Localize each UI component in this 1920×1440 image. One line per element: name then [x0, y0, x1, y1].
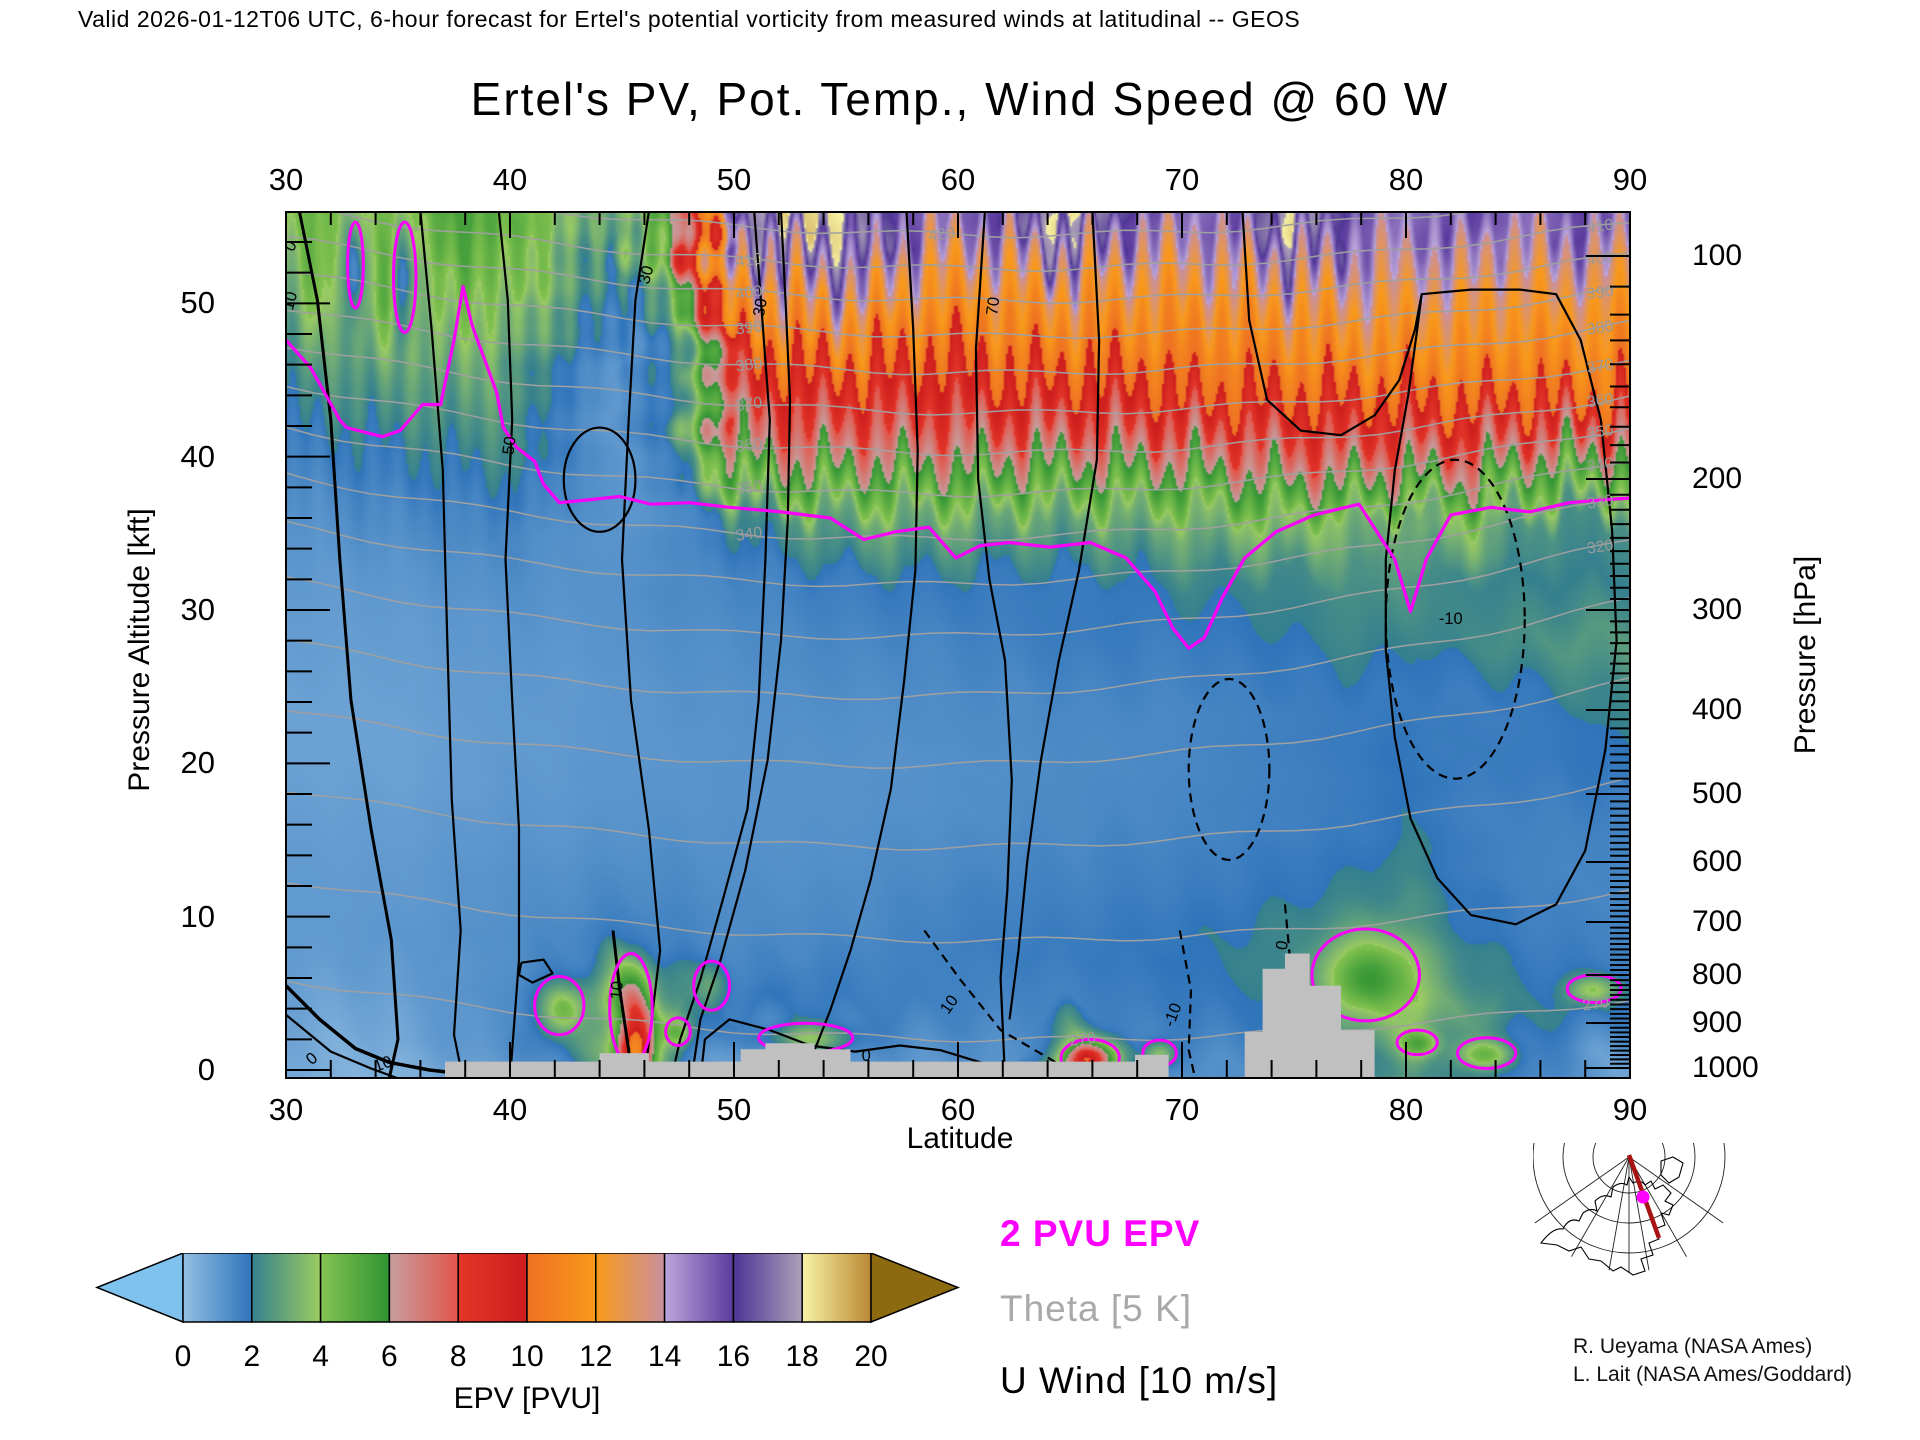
- wind-contour-label: -10: [1439, 610, 1463, 628]
- left-tick-label: 0: [197, 1052, 215, 1087]
- right-tick-label: 1000: [1692, 1051, 1759, 1084]
- wind-contour-label: 10: [371, 1053, 394, 1076]
- theta-contour-label: 320: [1586, 537, 1615, 558]
- wind-contour-label: -10: [1160, 1001, 1185, 1030]
- theta-contour-label: 400: [735, 283, 764, 304]
- x-tick-label-bottom: 70: [1164, 1092, 1200, 1127]
- wind-contour-label: 10: [937, 992, 962, 1017]
- left-axis-title: Pressure Altitude [kft]: [123, 508, 156, 792]
- x-tick-label-bottom: 40: [492, 1092, 528, 1127]
- wind-contour-label: 10: [607, 980, 627, 1000]
- epv-colorbar: [94, 1253, 961, 1324]
- x-tick-label-bottom: 60: [940, 1092, 976, 1127]
- x-tick-label-top: 30: [268, 162, 304, 197]
- colorbar-tick-label: 12: [579, 1340, 613, 1373]
- x-tick-label-top: 90: [1612, 162, 1648, 197]
- x-tick-label-bottom: 50: [716, 1092, 752, 1127]
- plot-title: Ertel's PV, Pot. Temp., Wind Speed @ 60 …: [470, 73, 1450, 125]
- left-tick-label: 10: [180, 898, 215, 934]
- legend-wind: U Wind [10 m/s]: [1000, 1360, 1279, 1401]
- colorbar-tick-label: 18: [785, 1340, 819, 1373]
- right-tick-label: 900: [1692, 1006, 1743, 1039]
- theta-contour-label: 410: [1586, 217, 1615, 238]
- right-tick-label: 300: [1692, 593, 1743, 626]
- theta-contour-label: 380: [1586, 318, 1615, 339]
- theta-contour-label: 410: [735, 251, 764, 272]
- x-tick-label-top: 40: [492, 162, 528, 197]
- wind-contour-label: 0: [1273, 939, 1292, 951]
- colorbar-title: EPV [PVU]: [453, 1382, 601, 1415]
- theta-contour-label: 330: [1586, 492, 1615, 513]
- theta-contour-label: 350: [1586, 422, 1615, 443]
- credit-line-2: L. Lait (NASA Ames/Goddard): [1573, 1363, 1852, 1386]
- credit-line-1: R. Ueyama (NASA Ames): [1573, 1335, 1813, 1358]
- theta-contour-label: 390: [735, 318, 764, 339]
- x-tick-label-top: 80: [1388, 162, 1424, 197]
- colorbar-tick-label: 20: [854, 1340, 888, 1373]
- right-tick-label: 100: [1692, 239, 1743, 272]
- right-tick-label: 500: [1692, 777, 1743, 810]
- colorbar-tick-label: 14: [647, 1340, 682, 1373]
- x-tick-label-top: 50: [716, 162, 752, 197]
- wind-contour-label: 0: [862, 1047, 871, 1065]
- wind-contour-label: 0: [281, 238, 301, 255]
- theta-contour-label: 340: [735, 524, 764, 545]
- theta-contour-label: 340: [1586, 455, 1615, 476]
- wind-contour-label: 10: [279, 290, 301, 312]
- theta-contour-label: 270: [1581, 994, 1610, 1015]
- x-tick-label-bottom: 90: [1612, 1092, 1648, 1127]
- right-tick-label: 200: [1692, 462, 1743, 495]
- x-tick-label-top: 60: [940, 162, 976, 197]
- right-tick-label: 400: [1692, 693, 1743, 726]
- theta-contour-label: 380: [735, 355, 764, 376]
- theta-contour-label: 360: [735, 435, 764, 456]
- valid-line: Valid 2026-01-12T06 UTC, 6-hour forecast…: [78, 6, 1301, 32]
- theta-contour-label: 270: [1068, 1029, 1097, 1050]
- theta-contour-label: 360: [1586, 391, 1615, 412]
- x-tick-label-top: 70: [1164, 162, 1200, 197]
- colorbar-tick-label: 0: [174, 1340, 192, 1373]
- theta-contour-label: 350: [735, 478, 764, 499]
- wind-contour-label: 50: [499, 435, 519, 456]
- x-axis-title: Latitude: [906, 1122, 1014, 1155]
- left-tick-label: 30: [180, 592, 215, 627]
- right-axis-title: Pressure [hPa]: [1789, 555, 1822, 755]
- colorbar-tick-label: 10: [510, 1340, 544, 1373]
- x-tick-label-bottom: 30: [268, 1092, 304, 1127]
- theta-contour-label: 400: [1586, 249, 1615, 270]
- theta-contour-label: 420: [927, 225, 956, 246]
- left-tick-label: 50: [180, 285, 215, 321]
- left-tick-label: 20: [180, 745, 215, 781]
- x-tick-label-bottom: 80: [1388, 1092, 1424, 1127]
- wind-contour-label: 30: [750, 297, 771, 318]
- colorbar-tick-label: 4: [312, 1340, 329, 1373]
- legend-pv: 2 PVU EPV: [1000, 1213, 1201, 1254]
- wind-contour-label: 30: [635, 264, 657, 286]
- right-tick-label: 800: [1692, 958, 1743, 991]
- theta-contour-label: 390: [1586, 283, 1615, 304]
- wind-contour-label: 70: [983, 296, 1003, 316]
- legend-theta: Theta [5 K]: [1000, 1288, 1192, 1329]
- wind-contour-label: 0: [303, 1049, 322, 1069]
- right-tick-label: 700: [1692, 905, 1743, 938]
- colorbar-tick-label: 8: [449, 1340, 467, 1373]
- left-tick-label: 40: [180, 438, 215, 474]
- colorbar-tick-label: 2: [243, 1340, 261, 1373]
- theta-contour-label: 370: [1586, 357, 1615, 378]
- colorbar-tick-label: 6: [381, 1340, 398, 1373]
- right-tick-label: 600: [1692, 845, 1743, 878]
- colorbar-tick-label: 16: [716, 1340, 751, 1373]
- theta-contour-label: 370: [735, 394, 764, 415]
- map-inset: [1533, 1143, 1726, 1276]
